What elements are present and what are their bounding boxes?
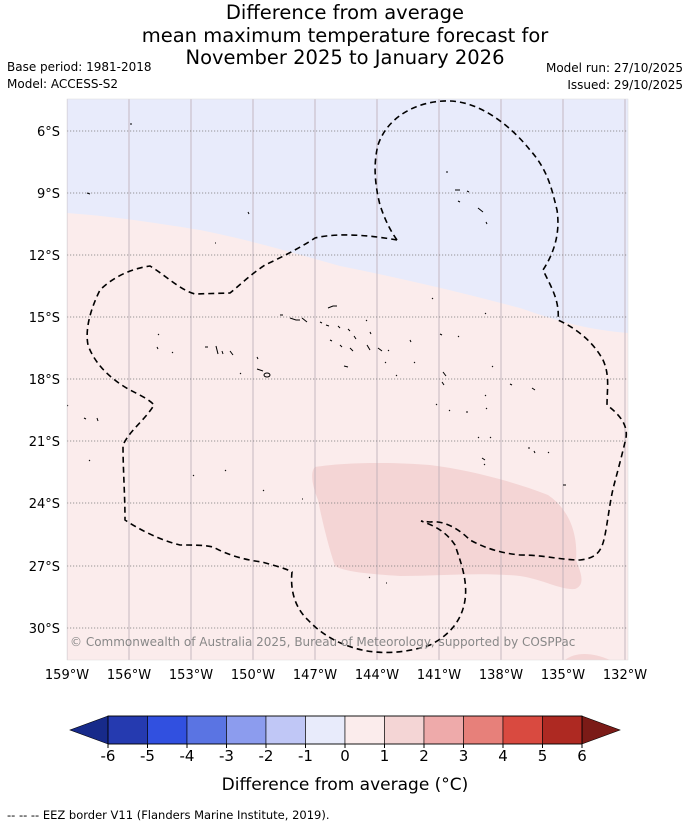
colorbar-tick-label: 0	[340, 747, 350, 765]
lon-label: 138°W	[479, 668, 523, 683]
lat-label: 12°S	[29, 249, 60, 264]
colorbar-tick-label: 4	[498, 747, 508, 765]
lon-label: 132°W	[603, 668, 647, 683]
colorbar-segment	[423, 715, 464, 745]
model-run: Model run: 27/10/2025	[545, 61, 683, 75]
map-frame	[66, 98, 629, 661]
lat-label: 15°S	[29, 311, 60, 326]
colorbar-low-extension	[69, 715, 109, 745]
colorbar-segment	[384, 715, 425, 745]
colorbar-segment	[344, 715, 385, 745]
lat-label: 18°S	[29, 373, 60, 388]
lat-label: 24°S	[29, 497, 60, 512]
lat-label: 9°S	[37, 187, 60, 202]
colorbar-tick-label: -1	[298, 747, 313, 765]
lat-label: 30°S	[29, 622, 60, 637]
lon-label: 141°W	[417, 668, 461, 683]
chart-title: Difference from average mean maximum tem…	[0, 1, 690, 70]
colorbar-segment	[147, 715, 188, 745]
colorbar-segment	[305, 715, 346, 745]
cool-anomaly-region	[67, 99, 628, 333]
colorbar-tick-label: 1	[380, 747, 390, 765]
colorbar-tick-label: 6	[577, 747, 587, 765]
colorbar-segment	[502, 715, 543, 745]
eez-border-french-polynesia	[86, 234, 467, 654]
colorbar-segment	[463, 715, 504, 745]
lat-label: 27°S	[29, 560, 60, 575]
colorbar-label: Difference from average (°C)	[222, 775, 469, 795]
eez-border-marquesas	[374, 100, 628, 561]
colorbar-high-extension	[581, 715, 621, 745]
issued-date: Issued: 29/10/2025	[567, 78, 683, 92]
colorbar-tick-label: 5	[538, 747, 548, 765]
warmer-anomaly-region	[312, 462, 582, 590]
colorbar: -6 -5 -4 -3 -2 -1 0 1 2 3 4 5 6 Difference from aver…	[69, 715, 621, 795]
colorbar-tick-label: 2	[419, 747, 429, 765]
islands	[67, 123, 566, 584]
colorbar-tick-label: -6	[101, 747, 116, 765]
lon-label: 147°W	[293, 668, 337, 683]
warmer-anomaly-corner	[565, 654, 610, 660]
colorbar-tick-label: -2	[259, 747, 274, 765]
colorbar-tick-label: -4	[180, 747, 195, 765]
longitude-labels: 159°W 156°W 153°W 150°W 147°W 144°W 141°…	[45, 668, 647, 683]
colorbar-segment	[107, 715, 148, 745]
colorbar-segment	[186, 715, 227, 745]
base-period: Base period: 1981-2018	[7, 60, 152, 74]
lon-label: 159°W	[45, 668, 89, 683]
meta-right: Model run: 27/10/2025 Issued: 29/10/2025	[546, 60, 683, 94]
meta-left: Base period: 1981-2018 Model: ACCESS-S2	[7, 59, 152, 93]
copyright-notice: © Commonwealth of Australia 2025, Bureau…	[70, 635, 575, 649]
lon-label: 156°W	[107, 668, 151, 683]
lat-label: 21°S	[29, 435, 60, 450]
latitude-gridlines	[67, 130, 628, 629]
colorbar-segment	[265, 715, 306, 745]
lon-label: 153°W	[169, 668, 213, 683]
eez-legend-footer: -- -- -- EEZ border V11 (Flanders Marine…	[7, 808, 330, 822]
lon-label: 135°W	[541, 668, 585, 683]
title-line-3: November 2025 to January 2026	[185, 46, 505, 69]
eez-borders	[86, 100, 628, 654]
latitude-labels: 6°S 9°S 12°S 15°S 18°S 21°S 24°S 27°S 30…	[29, 125, 60, 637]
model-name: Model: ACCESS-S2	[7, 77, 119, 91]
colorbar-segments	[107, 715, 583, 745]
lon-label: 144°W	[355, 668, 399, 683]
colorbar-tick-label: -3	[219, 747, 234, 765]
lon-label: 150°W	[231, 668, 275, 683]
title-line-1: Difference from average	[225, 1, 465, 24]
colorbar-tick-label: 3	[459, 747, 469, 765]
colorbar-segment	[542, 715, 583, 745]
lat-label: 6°S	[37, 125, 60, 140]
title-line-2: mean maximum temperature forecast for	[141, 23, 549, 47]
map-area: © Commonwealth of Australia 2025, Bureau…	[67, 99, 628, 660]
colorbar-ticks: -6 -5 -4 -3 -2 -1 0 1 2 3 4 5 6	[101, 744, 587, 765]
colorbar-tick-label: -5	[140, 747, 155, 765]
colorbar-segment	[226, 715, 267, 745]
